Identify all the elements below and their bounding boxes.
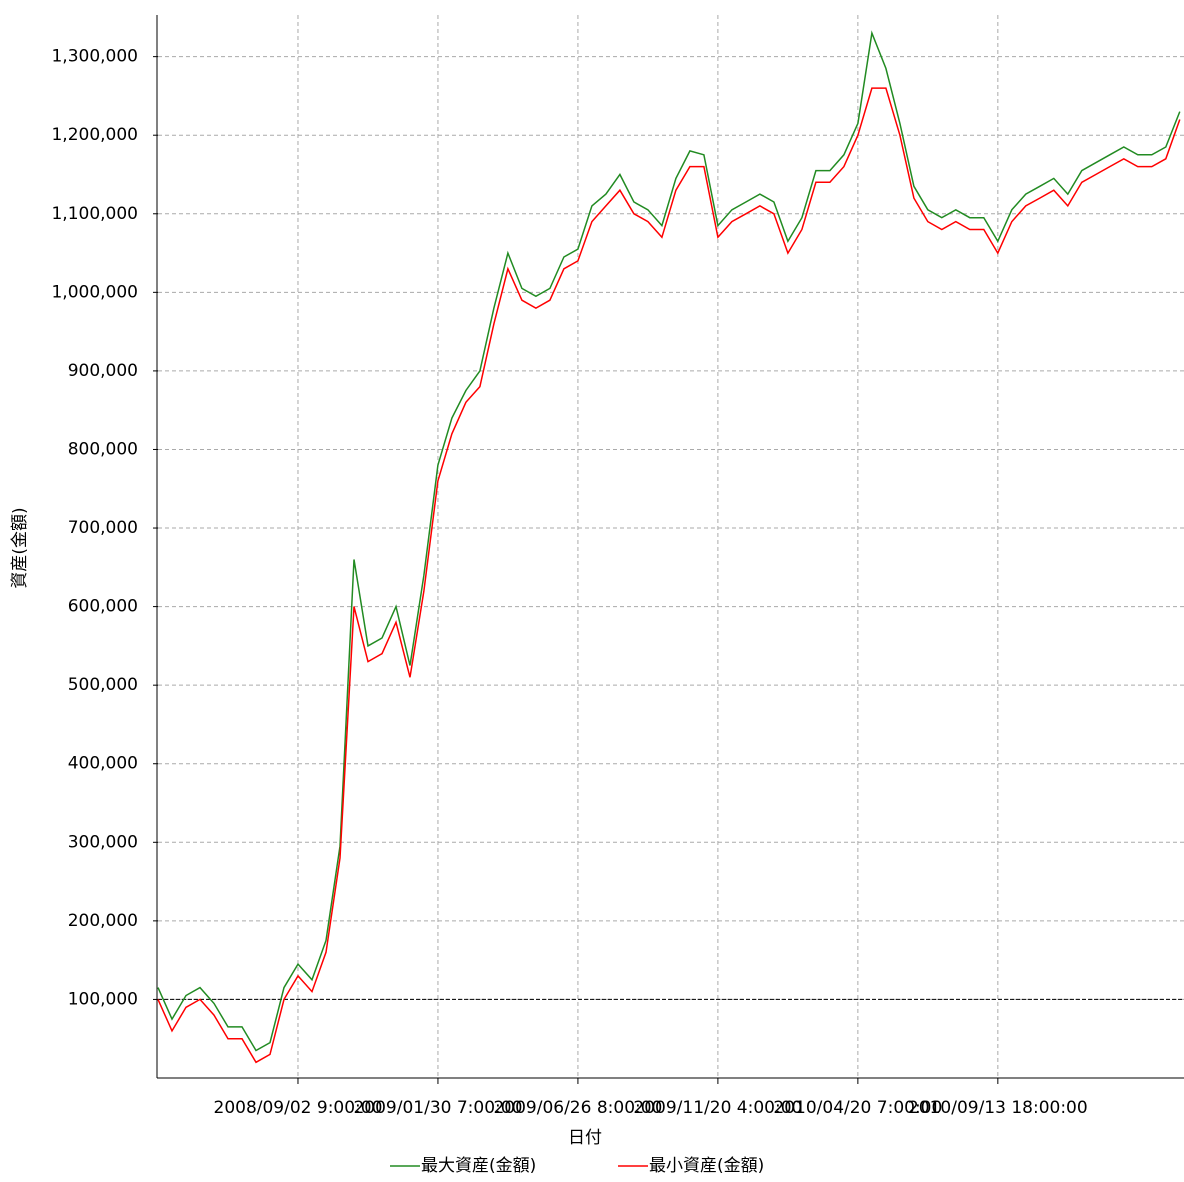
x-tick-label: 2010/04/20 7:00:00 (773, 1098, 942, 1118)
y-tick-label: 700,000 (68, 518, 138, 538)
y-tick-label: 300,000 (68, 832, 138, 852)
y-tick-label: 1,100,000 (51, 204, 138, 224)
x-tick-label: 2009/06/26 8:00:00 (493, 1098, 662, 1118)
x-tick-label: 2010/09/13 18:00:00 (908, 1098, 1088, 1118)
legend-label: 最小資産(金額) (649, 1156, 764, 1176)
y-tick-label: 200,000 (68, 911, 138, 931)
x-tick-label: 2009/01/30 7:00:00 (353, 1098, 522, 1118)
y-tick-label: 100,000 (68, 989, 138, 1009)
y-tick-label: 500,000 (68, 675, 138, 695)
x-axis-label: 日付 (568, 1128, 602, 1148)
y-tick-label: 1,000,000 (51, 282, 138, 302)
x-tick-label: 2009/11/20 4:00:00 (633, 1098, 802, 1118)
y-tick-label: 600,000 (68, 597, 138, 617)
series-line (157, 30, 1181, 1052)
y-axis-label: 資産(金額) (10, 507, 30, 588)
y-tick-label: 1,200,000 (51, 125, 138, 145)
series-line (157, 87, 1181, 1064)
x-tick-label: 2008/09/02 9:00:00 (214, 1098, 383, 1118)
y-tick-label: 1,300,000 (51, 47, 138, 67)
y-tick-label: 400,000 (68, 754, 138, 774)
legend-label: 最大資産(金額) (421, 1156, 536, 1176)
y-tick-label: 800,000 (68, 439, 138, 459)
y-tick-label: 900,000 (68, 361, 138, 381)
